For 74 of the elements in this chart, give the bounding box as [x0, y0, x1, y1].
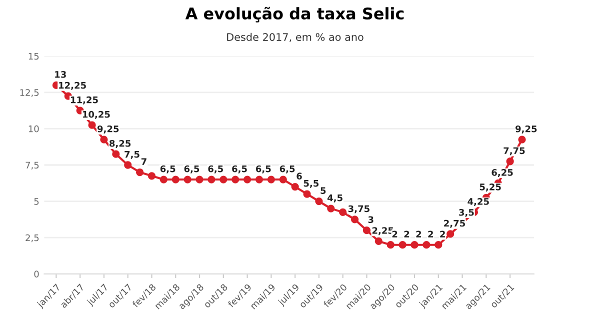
point [255, 176, 264, 184]
y-tick-label: 2,5 [26, 234, 39, 242]
data-label: 6,5 [160, 165, 176, 174]
data-label: 6,25 [492, 169, 513, 177]
point [88, 121, 96, 129]
point [208, 176, 216, 184]
data-label: 6 [296, 172, 302, 180]
y-tick-label: 7,5 [26, 162, 39, 170]
data-label: 10,25 [82, 110, 110, 119]
y-tick-label: 15 [28, 52, 39, 60]
data-label: 7,75 [504, 147, 525, 156]
chart-subtitle: Desde 2017, em % ao ano [227, 32, 364, 42]
point [148, 172, 156, 180]
point [172, 176, 180, 184]
y-tick-label: 12,5 [20, 89, 39, 97]
point [362, 226, 371, 234]
point [350, 216, 359, 224]
data-label: 3,75 [348, 205, 370, 214]
point [100, 136, 108, 144]
point [279, 176, 287, 184]
point [112, 150, 120, 158]
data-label: 5 [320, 187, 326, 194]
point [124, 161, 132, 169]
y-tick-label: 0 [34, 270, 39, 278]
point [220, 176, 228, 184]
data-label: 6,5 [184, 165, 200, 174]
point [386, 241, 394, 249]
point [339, 208, 347, 216]
data-label: 2 [440, 230, 445, 238]
data-label: 7 [141, 158, 146, 165]
data-label: 9,25 [516, 125, 537, 134]
point [398, 241, 406, 249]
point [184, 176, 192, 184]
data-label: 13 [55, 71, 66, 78]
point [327, 204, 335, 212]
data-label: 3,5 [459, 208, 474, 217]
data-label: 3 [368, 216, 374, 224]
data-label: 2 [404, 230, 410, 238]
point [160, 176, 168, 184]
data-label: 5,5 [304, 180, 319, 188]
data-label: 5,25 [480, 184, 501, 192]
point [446, 230, 454, 238]
chart-title: A evolução da taxa Selic [185, 6, 404, 22]
data-label: 4,5 [327, 194, 342, 202]
data-label: 2 [428, 230, 433, 238]
y-tick-label: 10 [28, 125, 39, 132]
data-label: 11,25 [70, 96, 98, 104]
data-label: 6,5 [256, 165, 271, 174]
point [434, 241, 442, 249]
point [374, 237, 382, 246]
data-label: 2,75 [444, 220, 466, 228]
data-label: 2 [416, 230, 422, 238]
data-label: 6,5 [208, 165, 223, 174]
point [410, 241, 418, 249]
point [267, 176, 276, 184]
point [506, 158, 514, 166]
point [303, 190, 311, 198]
point [243, 176, 252, 184]
point [196, 176, 204, 184]
point [518, 136, 526, 144]
point [232, 176, 240, 184]
data-label: 2 [392, 230, 398, 238]
data-label: 6,5 [280, 165, 295, 174]
point [291, 182, 299, 191]
data-label: 4,25 [468, 198, 489, 206]
data-label: 9,25 [97, 125, 119, 134]
data-label: 7,5 [124, 150, 140, 159]
data-label: 6,5 [232, 165, 247, 174]
y-tick-label: 5 [34, 198, 39, 205]
point [315, 197, 323, 206]
point [136, 168, 144, 176]
point [422, 241, 430, 249]
data-label: 8,25 [109, 140, 131, 148]
data-label: 12,25 [59, 82, 86, 90]
